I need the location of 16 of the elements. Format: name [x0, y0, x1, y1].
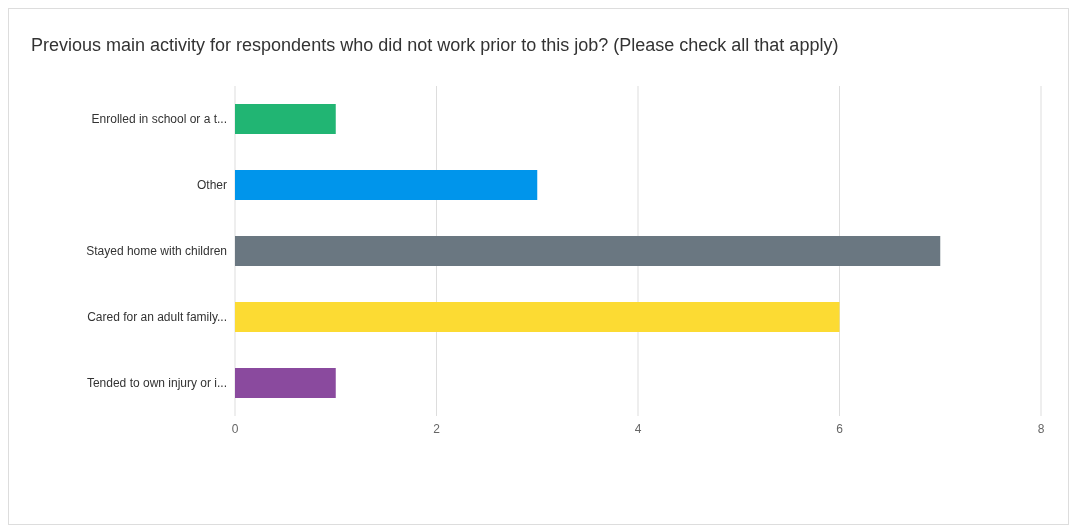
bar: [235, 104, 336, 134]
bar: [235, 236, 941, 266]
bar: [235, 368, 336, 398]
y-tick-label: Stayed home with children: [86, 244, 227, 259]
bar: [235, 302, 840, 332]
y-tick-label: Tended to own injury or i...: [86, 376, 227, 391]
x-tick-label: 4: [634, 421, 642, 436]
y-tick-label: Enrolled in school or a t...: [91, 112, 227, 127]
chart-title: Previous main activity for respondents who did not work prior to this job? (Please check all that apply): [31, 35, 839, 56]
y-tick-label: Other: [196, 178, 227, 193]
x-tick-label: 0: [231, 421, 239, 436]
bar: [235, 170, 538, 200]
x-tick-label: 8: [1037, 421, 1045, 436]
y-tick-label: Cared for an adult family...: [87, 310, 227, 325]
x-tick-label: 2: [433, 421, 441, 436]
x-tick-label: 6: [836, 421, 844, 436]
